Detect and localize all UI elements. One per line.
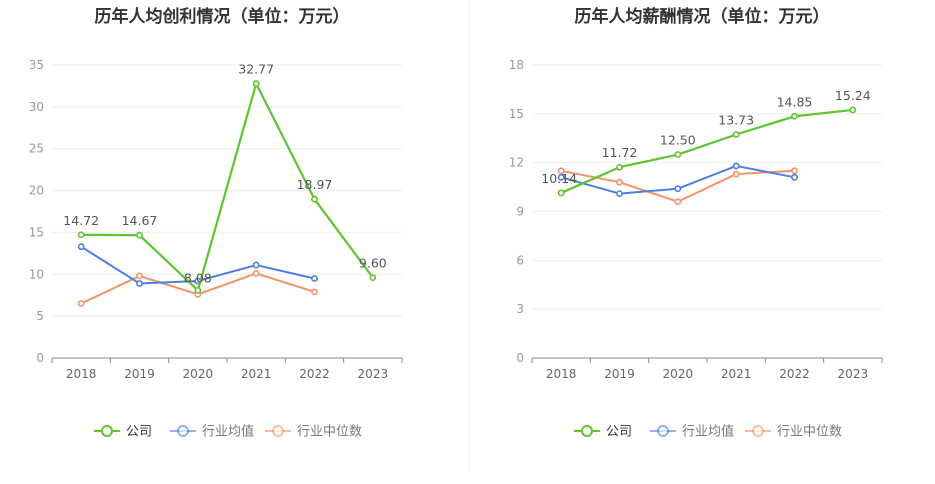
data-point (252, 80, 260, 88)
chart-title: 历年人均创利情况（单位：万元） (95, 6, 350, 27)
y-tick-label: 30 (29, 100, 44, 114)
y-tick-label: 20 (29, 184, 44, 198)
data-point (311, 195, 318, 203)
data-label: 10.14 (541, 171, 577, 186)
data-point (616, 190, 623, 197)
series-line-company (81, 82, 374, 292)
legend-marker (272, 425, 284, 437)
x-tick-label: 2022 (299, 367, 330, 381)
x-tick-label: 2021 (241, 367, 272, 381)
data-label: 12.50 (660, 133, 696, 148)
y-tick-label: 15 (509, 107, 524, 121)
data-point (791, 173, 798, 181)
data-point (732, 162, 740, 170)
data-point (136, 231, 143, 239)
legend-label: 公司 (606, 425, 632, 440)
x-tick-label: 2019 (604, 367, 635, 381)
data-label: 9.60 (359, 256, 387, 271)
x-tick-label: 2022 (779, 367, 810, 381)
data-point (674, 151, 682, 158)
data-point (732, 170, 740, 178)
data-point (849, 106, 857, 114)
x-tick-label: 2023 (838, 367, 869, 381)
data-point (557, 173, 565, 181)
chart-title: 历年人均薪酬情况（单位：万元） (575, 6, 830, 27)
y-tick-label: 18 (509, 58, 524, 72)
data-label: 18.97 (297, 177, 333, 192)
y-tick-label: 5 (36, 309, 44, 323)
profit-per-capita-chart: 历年人均创利情况（单位：万元） 0 5 10 15 20 25 30 35 2018 2019 20… (29, 6, 403, 440)
legend-marker (101, 425, 113, 437)
data-point (77, 300, 85, 307)
data-label: 14.67 (122, 213, 158, 228)
data-label: 13.73 (718, 113, 754, 128)
y-tick-label: 0 (36, 351, 44, 365)
salary-per-capita-chart: 历年人均薪酬情况（单位：万元） 0 3 6 9 12 15 18 2018 2019 2020 20… (509, 6, 883, 440)
legend-label: 公司 (126, 425, 152, 440)
legend-marker (657, 425, 669, 437)
y-tick-label: 35 (29, 58, 44, 72)
data-point (674, 185, 682, 193)
data-point (791, 167, 798, 175)
x-tick-label: 2021 (721, 367, 752, 381)
data-point (791, 112, 798, 120)
y-tick-label: 9 (516, 205, 524, 219)
series-line-company (560, 108, 853, 194)
data-point (311, 275, 318, 282)
legend-marker (581, 425, 593, 437)
data-point (252, 270, 260, 277)
data-point (369, 274, 377, 282)
y-tick-label: 15 (29, 225, 44, 239)
data-point (616, 163, 623, 171)
legend-label: 行业中位数 (777, 425, 842, 440)
data-label: 14.72 (63, 213, 99, 228)
data-point (194, 286, 202, 294)
data-label: 15.24 (835, 88, 871, 103)
legend-label: 行业均值 (682, 424, 734, 440)
legend-label: 行业中位数 (297, 425, 362, 440)
x-tick-label: 2018 (546, 367, 577, 381)
data-point (732, 131, 740, 138)
x-tick-label: 2018 (66, 367, 97, 381)
data-label: 14.85 (777, 94, 813, 109)
data-point (557, 189, 565, 197)
x-tick-label: 2020 (183, 367, 214, 381)
legend-label: 行业均值 (202, 424, 254, 440)
x-tick-label: 2019 (124, 367, 155, 381)
data-point (252, 261, 260, 269)
y-tick-label: 25 (29, 142, 44, 156)
data-point (136, 280, 143, 287)
x-tick-label: 2020 (663, 367, 694, 381)
y-tick-label: 10 (29, 267, 44, 281)
data-label: 11.72 (602, 145, 638, 160)
data-point (674, 198, 682, 206)
data-point (136, 272, 143, 280)
data-point (311, 288, 318, 296)
y-tick-label: 3 (516, 302, 524, 316)
data-point (557, 167, 565, 175)
data-label: 8.08 (184, 270, 212, 285)
x-tick-label: 2023 (358, 367, 389, 381)
data-point (616, 178, 623, 186)
data-label: 32.77 (238, 62, 274, 77)
legend-marker (752, 425, 764, 437)
data-point (77, 243, 85, 251)
y-tick-label: 12 (509, 156, 524, 170)
legend-marker (177, 425, 189, 437)
y-tick-label: 6 (516, 253, 524, 267)
y-tick-label: 0 (516, 351, 524, 365)
data-point (77, 231, 85, 239)
